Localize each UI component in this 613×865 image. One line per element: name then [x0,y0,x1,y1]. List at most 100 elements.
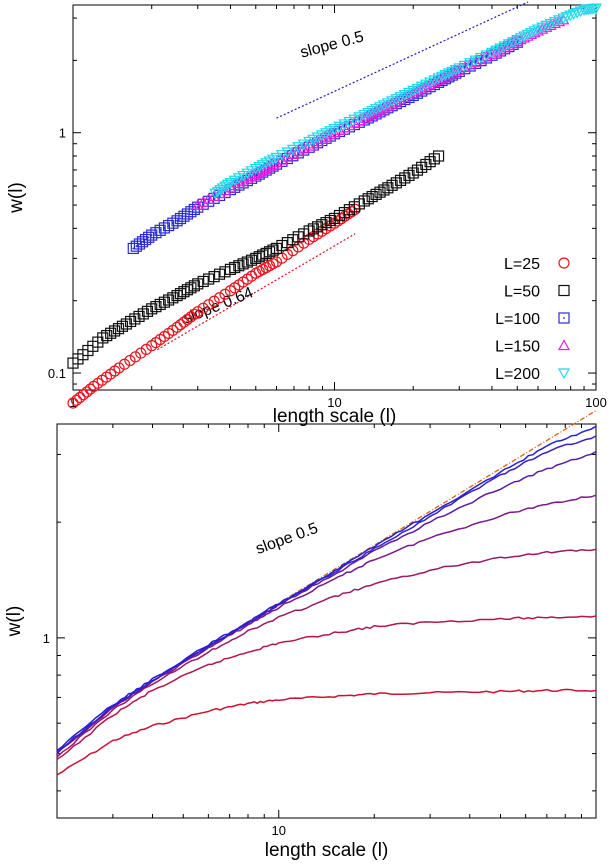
data-point [589,3,603,15]
data-point [219,181,232,193]
annotation-slope-0-5: slope 0.5 [298,28,365,61]
data-point [237,258,249,270]
data-point-dot [135,245,138,248]
data-point [374,186,386,198]
data-point [475,52,488,64]
data-point-dot [132,247,135,250]
data-point [560,12,573,23]
legend-marker [558,284,570,297]
data-point [192,306,204,318]
y-tick-label: 1 [59,126,66,141]
data-point [574,6,587,18]
data-point [571,7,584,19]
data-point [312,221,324,233]
data-point [458,60,471,72]
data-point [174,319,187,331]
data-point [411,164,424,176]
data-point-dot [141,240,144,243]
data-point [415,82,428,94]
data-point [424,156,436,168]
data-point [480,50,493,62]
data-point [348,114,361,126]
series-line [56,425,597,752]
data-point [292,145,305,157]
legend-marker-dot [563,317,565,319]
data-point-dot [176,219,178,222]
data-point [281,150,294,162]
data-point [270,152,283,164]
data-point [188,280,200,292]
data-point [174,288,187,300]
data-point [432,150,445,162]
data-point [407,86,420,98]
data-point [286,148,299,160]
legend-label: L=100 [495,311,540,328]
series-L=25 [67,203,361,409]
data-point [469,55,482,67]
data-point [407,167,419,179]
legend-marker [558,257,570,269]
data-point [328,124,341,135]
data-point [191,198,204,210]
data-point [221,179,234,191]
x-tick-label: 10 [272,823,286,838]
series-line [56,494,597,754]
data-point [358,195,370,207]
data-point [411,84,424,96]
legend-marker-box [558,312,570,324]
data-point [564,10,577,22]
legend-marker [557,339,571,351]
data-point [398,91,411,103]
data-point-dot [189,210,192,213]
series-L=50 [67,150,445,369]
y-axis-label: w(l) [6,182,27,214]
data-point [297,142,310,154]
data-point [303,139,316,151]
data-point-dot [144,238,147,241]
series-line [56,451,597,755]
plot-frame [56,423,597,819]
data-point [70,394,83,406]
data-point [428,153,440,165]
data-point [185,282,197,294]
data-point [362,193,374,205]
data-point [567,9,580,21]
data-point [245,254,258,266]
data-point [390,95,403,107]
data-point [263,246,276,258]
data-point [219,288,231,300]
data-point [366,190,378,203]
legend-label: L=25 [504,256,540,273]
data-point [281,147,294,159]
x-tick-label: 100 [585,395,607,410]
data-point [386,97,399,109]
data-point [84,383,96,395]
data-point [381,99,394,111]
data-point [197,302,209,314]
data-point [303,225,315,237]
reference-line [229,410,597,634]
data-point [178,286,190,298]
series-L=200 [209,3,603,200]
data-point [419,80,432,92]
data-point [307,223,319,235]
data-point [416,161,428,173]
series-line [56,688,597,776]
bottom-panel: 10 1 length scale (l) w(l) slope 0.5 [4,410,597,861]
data-point [203,299,215,311]
data-point [402,89,416,100]
series-line [56,615,597,760]
data-point [353,112,366,124]
data-point [377,101,390,113]
data-point [213,187,226,199]
data-point [81,386,93,398]
y-axis-label: w(l) [4,606,25,638]
data-point-dot [138,243,141,245]
data-point [197,195,210,207]
data-point [224,263,237,275]
data-point [292,142,305,153]
data-point [167,292,179,304]
legend-label: L=200 [495,366,540,383]
plot-frame [72,4,597,391]
